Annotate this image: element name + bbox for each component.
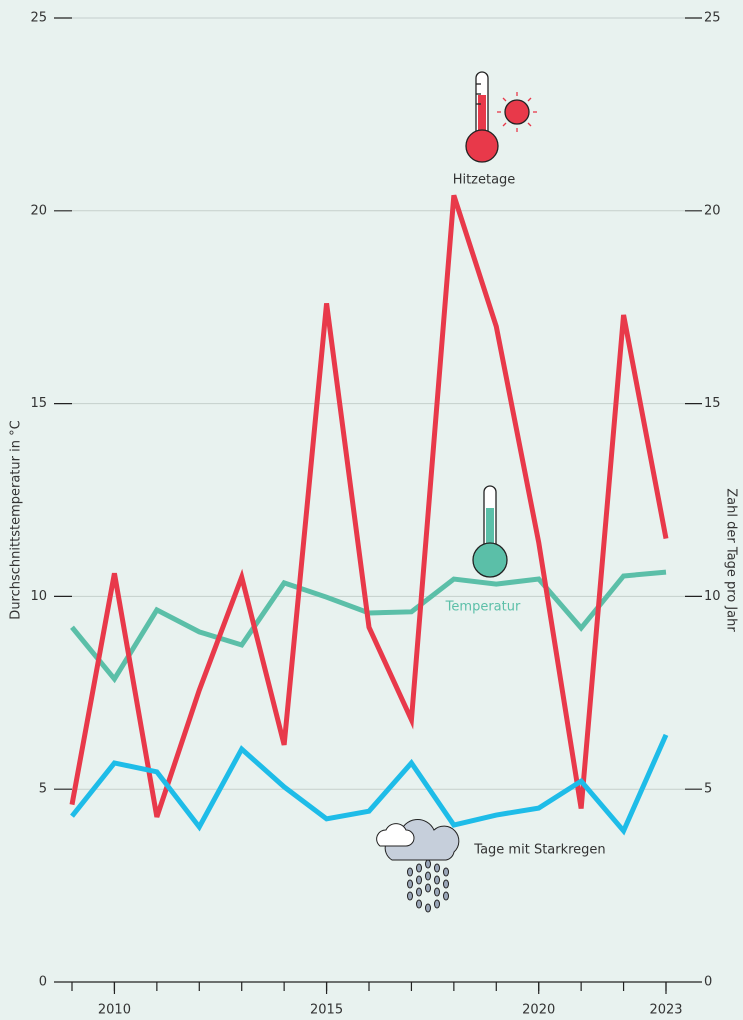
heat-icon (466, 72, 537, 162)
y-tick-label: 25 (30, 11, 47, 26)
chart: Durchschnittstemperatur in °C Zahl der T… (0, 0, 743, 1020)
rain-icon (377, 820, 459, 912)
series-line (72, 735, 666, 831)
y2-axis-label: Zahl der Tage pro Jahr (724, 488, 739, 632)
y2-tick-label: 25 (704, 11, 721, 26)
y-tick-label: 10 (30, 589, 47, 604)
y-tick-label: 5 (39, 782, 47, 797)
line-layer (72, 195, 666, 830)
series-line (72, 195, 666, 817)
y2-tick-label: 0 (704, 975, 712, 990)
x-tick-label: 2023 (649, 1003, 682, 1018)
temperature-icon (473, 486, 507, 577)
x-tick-label: 2010 (98, 1003, 131, 1018)
annotation: Hitzetage (453, 173, 516, 188)
y2-tick-label: 15 (704, 396, 721, 411)
x-tick-label: 2020 (522, 1003, 555, 1018)
x-tick-label: 2015 (310, 1003, 343, 1018)
annotation: Tage mit Starkregen (473, 843, 605, 858)
y-tick-label: 15 (30, 396, 47, 411)
y-axis-label: Durchschnittstemperatur in °C (9, 420, 24, 619)
y-tick-label: 0 (39, 975, 47, 990)
y2-tick-label: 5 (704, 782, 712, 797)
y-tick-label: 20 (30, 203, 47, 218)
annotation: Temperatur (445, 600, 521, 615)
y2-tick-label: 10 (704, 589, 721, 604)
y2-tick-label: 20 (704, 203, 721, 218)
